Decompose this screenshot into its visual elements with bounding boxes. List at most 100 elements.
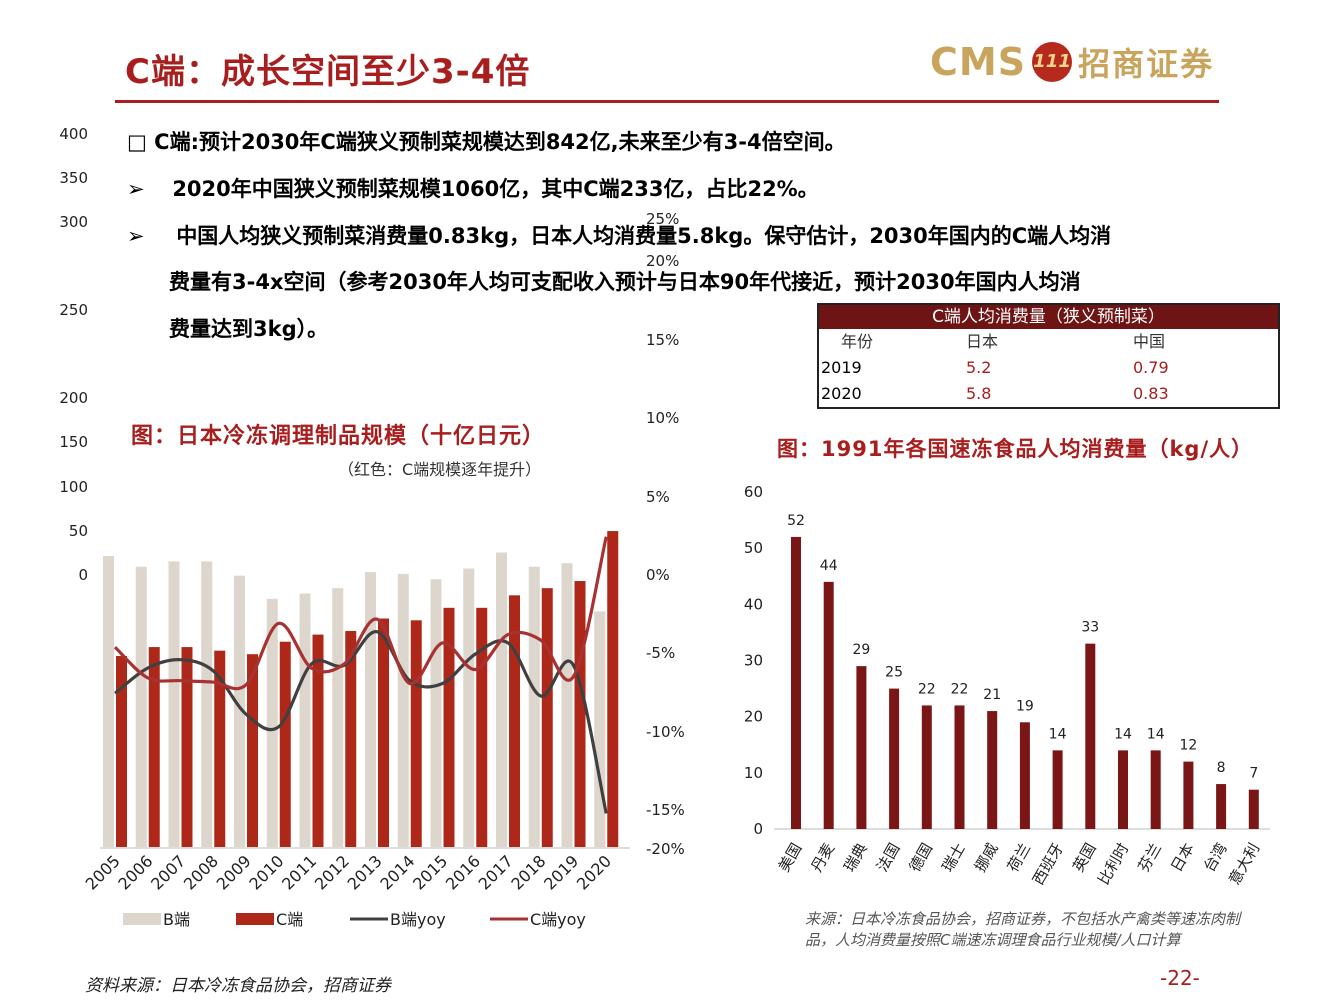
bullet-3-line-2: 费量有3-4x空间（参考2030年人均可支配收入预计与日本90年代接近，预计20…: [169, 270, 1081, 294]
bullet-3-line-3: 费量达到3kg）。: [169, 317, 329, 341]
bullet-1-text: C端:预计2030年C端狭义预制菜规模达到842亿,未来至少有3-4倍空间。: [154, 130, 846, 154]
bar-b-2007: [168, 561, 180, 847]
data-label: 33: [1081, 620, 1099, 636]
line-b-yoy: [114, 630, 608, 814]
x-tick-label: 法国: [873, 840, 904, 875]
y-tick-label: 10: [744, 764, 763, 782]
table-cell: 5.2: [966, 358, 992, 377]
data-label: 22: [951, 681, 969, 697]
table-header: C端人均消费量（狭义预制菜）: [819, 305, 1278, 329]
legend-swatch: [123, 913, 161, 925]
left-axis-tick-label: 300: [59, 213, 88, 231]
bar-b-2005: [103, 556, 114, 847]
page-number: -22-: [1160, 966, 1200, 990]
x-tick-label-2011: 2011: [278, 851, 320, 893]
bar-挪威: [987, 711, 998, 829]
bar-c-2010: [279, 641, 291, 847]
bar-c-2007: [181, 647, 193, 847]
bullet-3: ➢ 中国人均狭义预制菜消费量0.83kg，日本人均消费量5.8kg。保守估计，2…: [127, 220, 1111, 250]
x-tick-label-2007: 2007: [147, 851, 189, 893]
bar-日本: [1183, 761, 1194, 829]
bar-芬兰: [1150, 750, 1161, 829]
logo-cms-text: CMS: [930, 40, 1027, 84]
logo-badge-icon: 111: [1032, 42, 1073, 82]
left-axis-tick-label: 0: [78, 566, 88, 584]
bar-英国: [1085, 643, 1096, 829]
bar-美国: [791, 536, 801, 829]
table-column-headers: 年份 日本 中国: [819, 329, 1278, 355]
table-cell: 0.79: [1133, 358, 1169, 377]
x-tick-label: 芬兰: [1135, 840, 1166, 875]
x-tick-label: 美国: [775, 840, 806, 875]
data-label: 8: [1217, 760, 1226, 776]
y-tick-label: 30: [744, 652, 763, 670]
bar-b-2008: [201, 561, 213, 847]
left-axis-tick-label: 350: [59, 169, 88, 187]
bar-德国: [921, 705, 932, 829]
x-tick-label: 意大利: [1225, 840, 1263, 888]
data-label: 14: [1114, 726, 1132, 742]
column-header: 年份: [841, 332, 874, 351]
right-axis-tick-label: 0%: [646, 566, 670, 584]
bar-丹麦: [823, 581, 834, 829]
x-tick-label-2020: 2020: [573, 851, 615, 893]
data-label: 52: [787, 513, 805, 529]
japan-frozen-chart: 400 350 300 250 200 150 100 50 0 25% 20% 15% 10% 5% 0%…: [59, 125, 685, 929]
brand-logo: CMS 111 招商证券: [930, 36, 1214, 88]
right-source-note: 来源：日本冷冻食品协会，招商证券，不包括水产禽类等速冻肉制品，人均消费量按照C端…: [805, 910, 1241, 949]
bar-b-2018: [528, 566, 540, 847]
bar-意大利: [1248, 789, 1259, 829]
bullet-2: ➢ 2020年中国狭义预制菜规模1060亿，其中C端233亿，占比22%。: [127, 173, 819, 203]
right-axis-tick-label: -10%: [646, 723, 685, 741]
bar-c-2005: [116, 656, 127, 847]
bar-b-2017: [496, 552, 507, 847]
right-axis-tick-label: -15%: [646, 801, 685, 819]
right-axis-tick-label: 25%: [646, 210, 679, 228]
x-tick-label: 英国: [1069, 840, 1100, 875]
x-tick-label: 日本: [1167, 840, 1198, 875]
x-tick-label-2009: 2009: [213, 851, 255, 893]
x-tick-label-2005: 2005: [82, 851, 124, 893]
bullet-3-line-1: 中国人均狭义预制菜消费量0.83kg，日本人均消费量5.8kg。保守估计，203…: [176, 224, 1112, 248]
bar-b-2013: [365, 572, 376, 847]
page-title: C端：成长空间至少3-4倍: [125, 52, 531, 92]
y-tick-label: 0: [753, 820, 763, 838]
bar-b-2015: [430, 579, 442, 847]
bar-b-2012: [332, 588, 344, 847]
bullet-arrow-icon: ➢: [127, 177, 145, 201]
left-axis-tick-label: 200: [59, 389, 88, 407]
x-tick-label-2016: 2016: [442, 851, 484, 893]
bar-荷兰: [1019, 722, 1030, 829]
x-tick-label-2019: 2019: [540, 851, 582, 893]
bar-瑞典: [856, 666, 867, 829]
bar-c-2018: [541, 588, 553, 847]
bar-c-2009: [247, 654, 258, 847]
table-row: 2019 5.2 0.79: [819, 355, 1278, 381]
bar-b-2020: [594, 611, 606, 847]
x-tick-label-2018: 2018: [507, 851, 549, 893]
data-label: 7: [1249, 766, 1258, 782]
x-tick-label-2008: 2008: [180, 851, 222, 893]
left-axis-tick-label: 100: [59, 478, 88, 496]
bar-法国: [889, 688, 900, 829]
left-chart-title: 图：日本冷冻调理制品规模（十亿日元）: [131, 424, 546, 449]
data-label: 19: [1016, 698, 1034, 714]
bar-c-2013: [378, 618, 389, 847]
bullet-arrow-icon: ➢: [127, 224, 145, 248]
bar-b-2014: [397, 573, 409, 847]
bar-c-2014: [410, 620, 422, 847]
bar-c-2019: [574, 581, 586, 847]
x-tick-label: 荷兰: [1004, 840, 1035, 875]
right-chart-title: 图：1991年各国速冻食品人均消费量（kg/人）: [777, 437, 1254, 461]
right-axis-tick-label: -20%: [646, 840, 685, 858]
right-axis-tick-label: -5%: [646, 644, 675, 662]
table-cell: 5.8: [966, 384, 992, 403]
x-tick-label: 瑞士: [938, 840, 969, 875]
table-cell: 0.83: [1133, 384, 1169, 403]
table-cell: 2019: [821, 358, 862, 377]
left-chart-subtitle: （红色：C端规模逐年提升）: [338, 460, 542, 479]
bar-瑞士: [954, 705, 965, 829]
column-header: 日本: [966, 332, 999, 351]
legend-label: C端yoy: [530, 910, 586, 929]
bar-台湾: [1216, 784, 1227, 829]
